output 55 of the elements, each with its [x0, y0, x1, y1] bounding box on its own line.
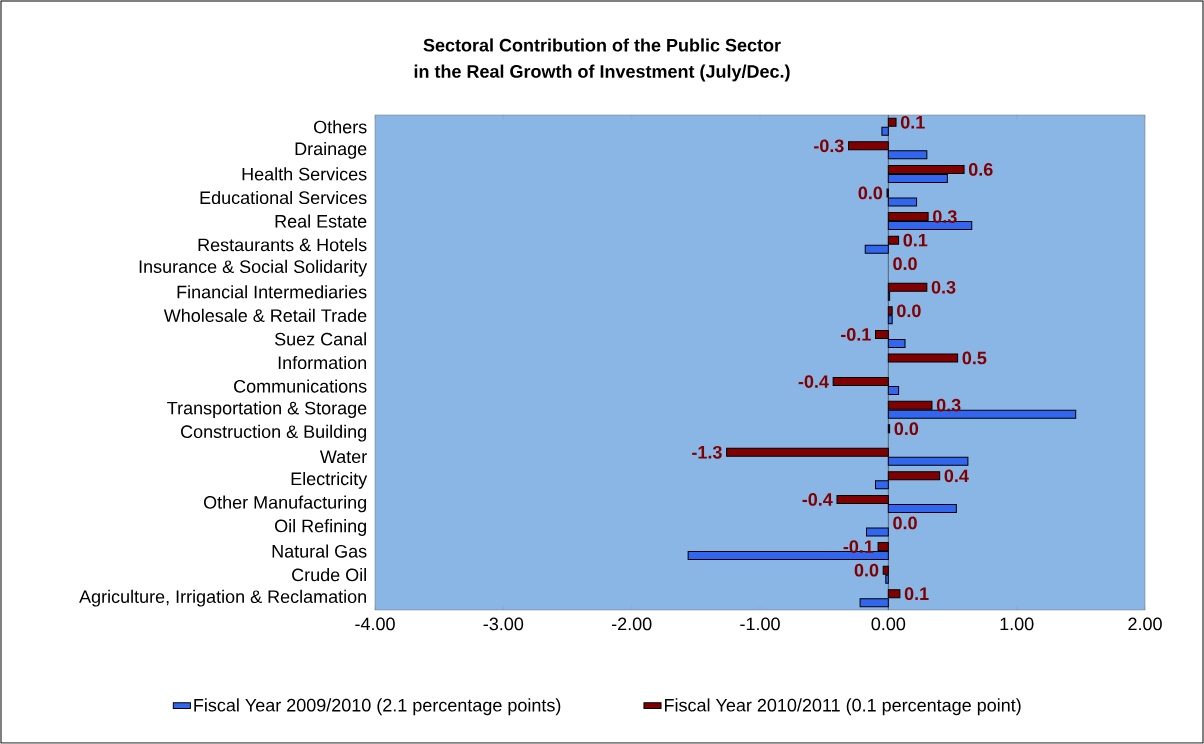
data-label: -0.1 — [840, 328, 871, 341]
data-label: -0.4 — [798, 375, 829, 388]
y-tick-label: Educational Services — [200, 190, 367, 205]
bar — [866, 527, 889, 537]
x-tick-label: -2.00 — [611, 617, 652, 631]
y-tick-label: Construction & Building — [181, 424, 366, 442]
y-tick-label: Electricity — [291, 471, 368, 489]
data-label: 0.0 — [893, 516, 917, 530]
x-tick-label: 2.00 — [1128, 617, 1162, 631]
data-label: 0.4 — [944, 469, 969, 483]
chart-title: Sectoral Contribution of the Public Sector — [423, 38, 781, 52]
bar — [887, 353, 959, 363]
data-label: 0.3 — [931, 280, 956, 294]
data-label: 0.0 — [854, 563, 879, 577]
data-label: -1.3 — [692, 445, 722, 459]
y-tick-label: Health Services — [242, 167, 367, 181]
x-tick-label: 0.00 — [871, 617, 906, 631]
data-label: -0.1 — [843, 540, 874, 553]
data-label: 0.3 — [936, 398, 961, 412]
data-label: -0.3 — [814, 139, 844, 153]
data-label: 0.0 — [858, 186, 883, 200]
x-tick-label: -4.00 — [355, 617, 395, 631]
x-tick-label: -1.00 — [740, 617, 780, 631]
data-label: 0.0 — [893, 257, 917, 271]
data-label: -0.4 — [802, 493, 833, 506]
data-label: 0.3 — [933, 210, 957, 223]
y-tick-label: Financial Intermediaries — [177, 285, 367, 299]
data-label: 0.6 — [968, 163, 993, 176]
y-tick-label: Oil Refining — [275, 519, 366, 536]
chart-subtitle: in the Real Growth of Investment (July/Dec.) — [414, 64, 790, 82]
data-label: 0.1 — [903, 233, 928, 247]
x-tick-label: 1.00 — [1000, 617, 1034, 631]
y-tick-label: Insurance & Social Solidarity — [139, 259, 368, 277]
y-tick-label: Drainage — [295, 141, 367, 159]
data-label: 0.1 — [900, 115, 925, 129]
y-tick-label: Water — [319, 450, 367, 464]
data-label: 0.0 — [897, 304, 921, 318]
y-tick-label: Information — [278, 355, 367, 370]
y-tick-label: Others — [314, 120, 367, 134]
y-tick-label: Agriculture, Irrigation & Reclamation — [79, 589, 366, 607]
y-tick-label: Suez Canal — [274, 332, 366, 346]
data-label: 0.1 — [904, 587, 929, 601]
y-tick-label: Real Estate — [275, 214, 367, 228]
legend-label: Fiscal Year 2009/2010 (2.1 percentage points) — [194, 698, 561, 716]
y-tick-label: Transportation & Storage — [167, 401, 367, 419]
y-tick-label: Wholesale & Retail Trade — [163, 308, 367, 322]
legend-label: Fiscal Year 2010/2011 (0.1 percentage point) — [665, 698, 1021, 716]
data-label: 0.5 — [962, 351, 987, 365]
y-tick-label: Restaurants & Hotels — [198, 238, 367, 252]
y-tick-label: Other Manufacturing — [203, 495, 366, 513]
y-tick-label: Natural Gas — [272, 544, 367, 558]
y-tick-label: Communications — [234, 379, 367, 393]
x-tick-label: -3.00 — [483, 617, 524, 631]
data-label: 0.0 — [894, 422, 919, 436]
y-tick-label: Crude Oil — [292, 568, 366, 582]
